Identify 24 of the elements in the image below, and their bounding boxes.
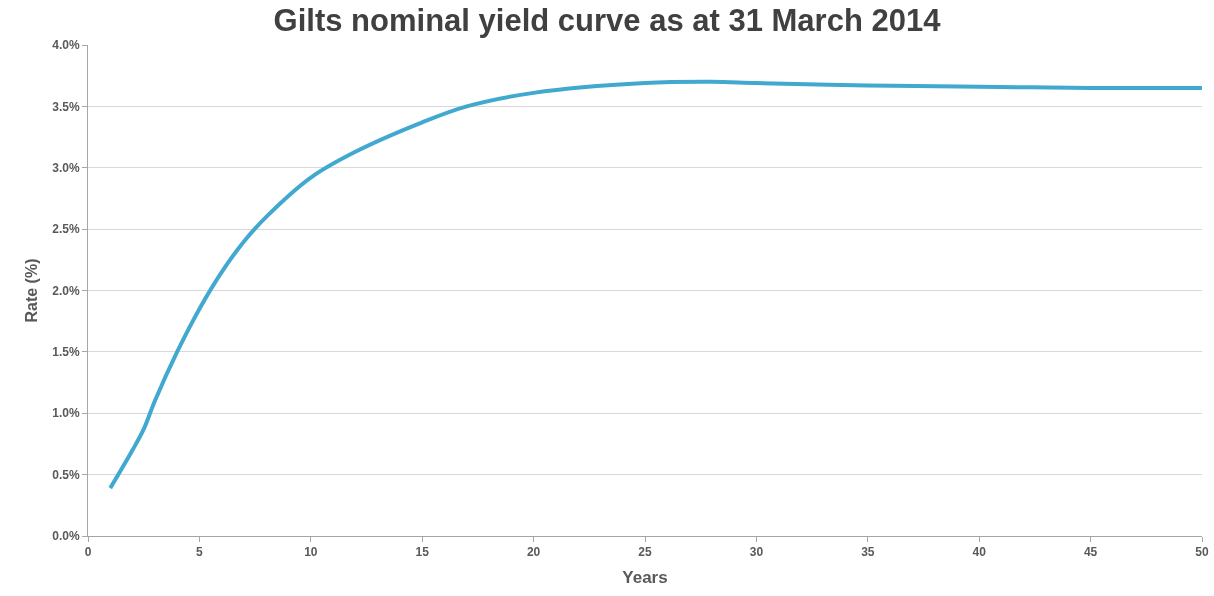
y-tick-label: 0.5% [52, 467, 80, 482]
y-tick-label: 3.5% [52, 99, 80, 114]
x-tick-label: 20 [526, 545, 541, 560]
line-series [108, 79, 1202, 491]
y-tick-label: 3.0% [52, 160, 80, 175]
y-tick-label: 2.0% [52, 283, 80, 298]
x-tick-label: 15 [415, 545, 430, 560]
x-tick-label: 25 [638, 545, 652, 560]
y-tick-label: 2.5% [52, 222, 80, 237]
x-tick-label: 0 [84, 545, 92, 560]
y-tick-label: 1.5% [52, 345, 80, 360]
y-axis-title: Rate (%) [23, 258, 41, 323]
x-tick-label: 40 [972, 545, 987, 560]
x-tick-label: 5 [196, 545, 204, 560]
chart-title: Gilts nominal yield curve as at 31 March 2014 [273, 2, 942, 38]
y-tick-label: 0.0% [52, 529, 80, 544]
y-tick-label: 4.0% [52, 38, 80, 53]
x-tick-label: 50 [1195, 545, 1209, 560]
x-tick-label: 10 [304, 545, 318, 560]
y-tick-label: 1.0% [52, 406, 80, 421]
x-tick-label: 45 [1083, 545, 1098, 560]
x-tick-label: 30 [749, 545, 764, 560]
x-tick-label: 35 [861, 545, 875, 560]
x-axis-title: Years [622, 567, 668, 587]
